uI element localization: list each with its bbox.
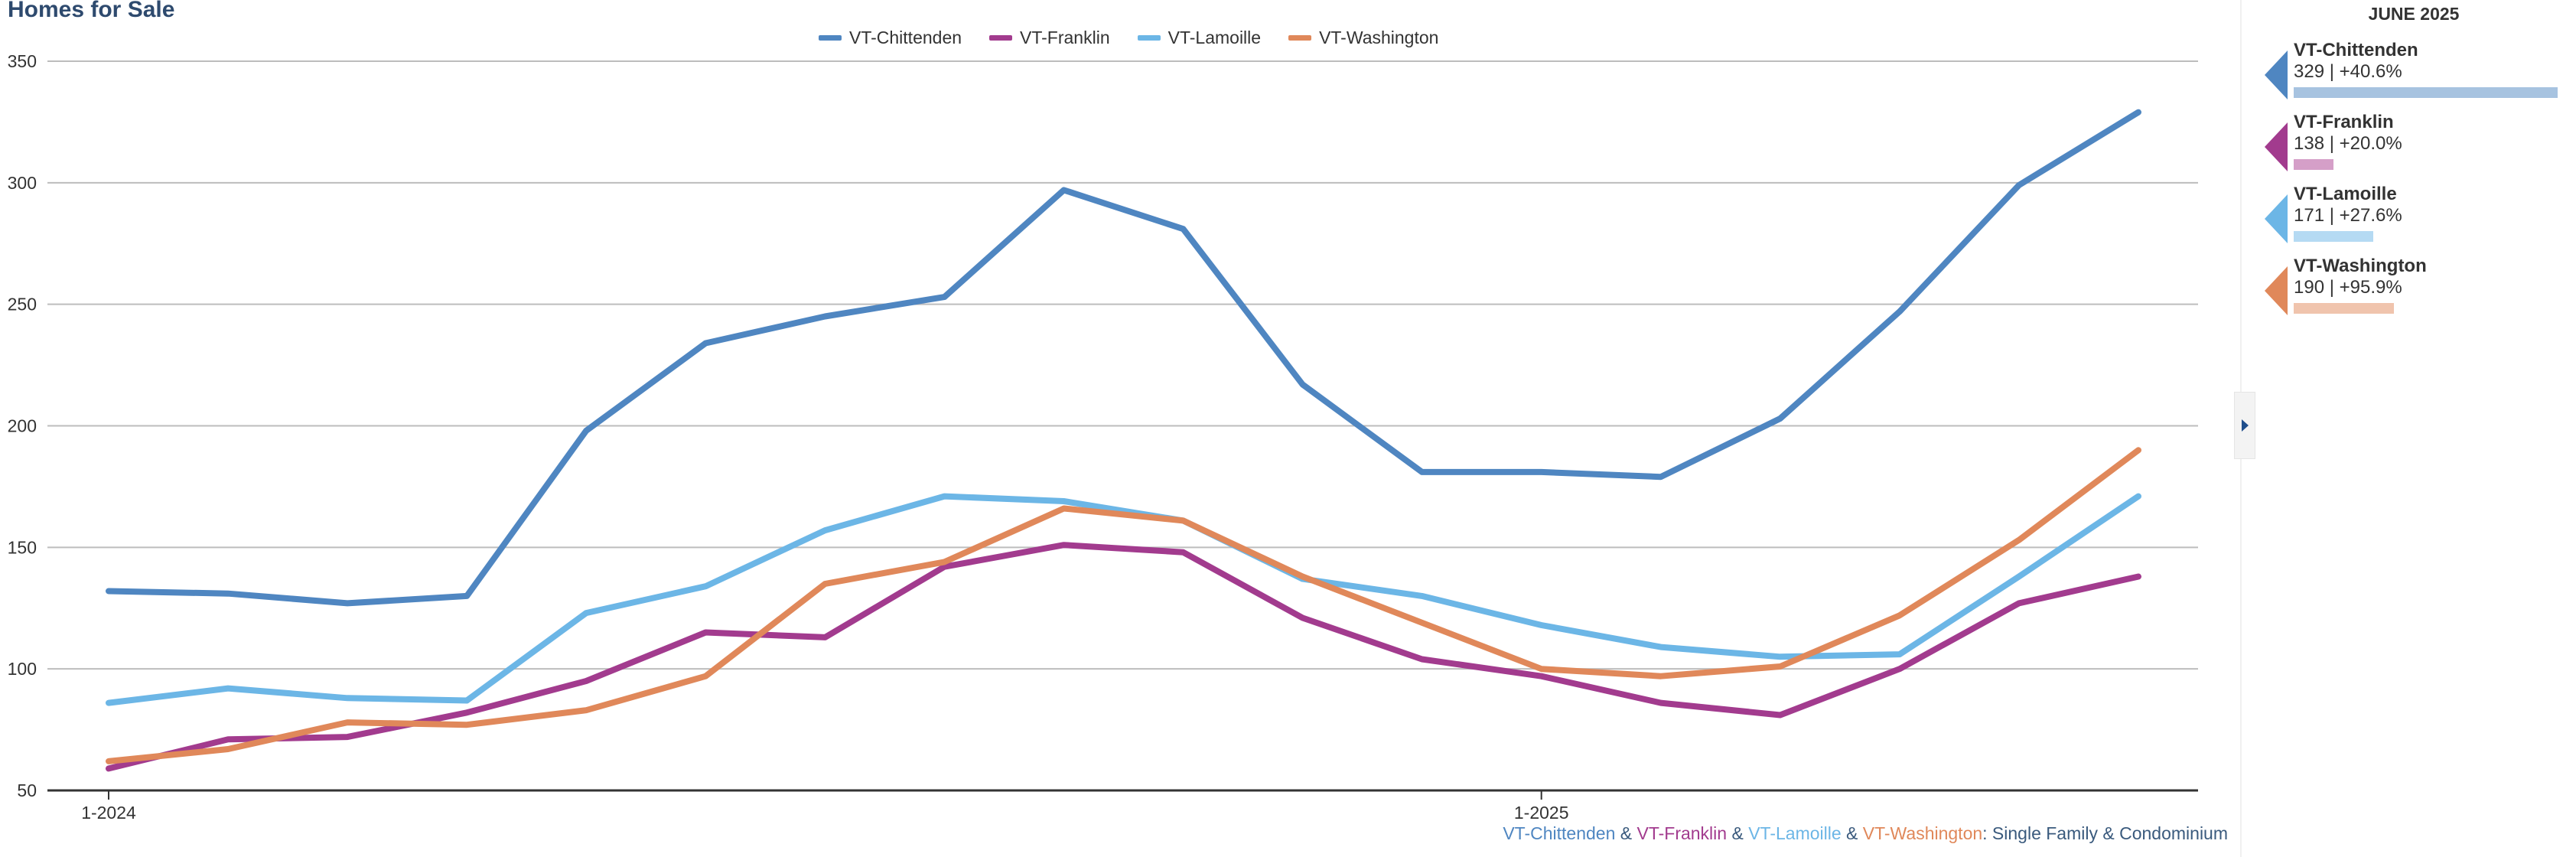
panel-heading: JUNE 2025	[2368, 4, 2460, 24]
caption-part: VT-Franklin	[1636, 823, 1728, 843]
chart-title: Homes for Sale	[8, 0, 175, 22]
y-tick-label: 100	[8, 659, 37, 679]
series-line-vt-franklin	[106, 542, 2141, 772]
region-marker-icon	[2265, 122, 2288, 171]
legend-label: VT-Lamoille	[1168, 28, 1262, 47]
region-marker-icon	[2265, 266, 2288, 315]
region-value: 171 | +27.6%	[2294, 205, 2402, 226]
region-value: 329 | +40.6%	[2294, 61, 2402, 82]
y-tick-label: 150	[8, 537, 37, 557]
region-value: 138 | +20.0%	[2294, 133, 2402, 154]
legend-item[interactable]: VT-Washington	[1288, 28, 1438, 48]
region-name: VT-Franklin	[2294, 112, 2394, 132]
legend-swatch	[819, 35, 842, 41]
legend-swatch	[989, 35, 1013, 41]
legend-swatch	[1137, 35, 1161, 41]
region-marker-icon	[2265, 51, 2288, 99]
region-name: VT-Chittenden	[2294, 40, 2418, 60]
legend-swatch	[1288, 35, 1312, 41]
caption-part: VT-Chittenden	[1503, 823, 1616, 843]
line-chart: 50 100 150 200 250 300 350 1-2024 1-2025	[8, 51, 2198, 823]
caption-part: &	[1615, 823, 1637, 843]
x-tick-label: 1-2024	[81, 803, 136, 823]
caption-part: VT-Lamoille	[1748, 823, 1842, 843]
y-tick-label: 300	[8, 173, 37, 193]
region-bar	[2294, 231, 2373, 242]
y-tick-label: 200	[8, 416, 37, 436]
region-card[interactable]: VT-Franklin 138 | +20.0%	[2265, 112, 2571, 173]
legend-item[interactable]: VT-Chittenden	[819, 28, 962, 48]
legend-label: VT-Franklin	[1020, 28, 1110, 47]
series-line-vt-washington	[106, 447, 2141, 764]
region-bar	[2294, 87, 2558, 98]
region-marker-icon	[2265, 194, 2288, 243]
region-name: VT-Lamoille	[2294, 184, 2397, 204]
caption-part: : Single Family & Condominium	[1982, 823, 2228, 843]
legend-item[interactable]: VT-Lamoille	[1137, 28, 1262, 48]
chevron-right-icon	[2241, 419, 2249, 432]
collapse-panel-button[interactable]	[2234, 392, 2255, 459]
legend-label: VT-Chittenden	[849, 28, 962, 47]
caption-part: &	[1727, 823, 1749, 843]
region-bar	[2294, 303, 2394, 314]
series-line-vt-chittenden	[106, 109, 2141, 607]
legend-item[interactable]: VT-Franklin	[989, 28, 1110, 48]
region-name: VT-Washington	[2294, 256, 2427, 276]
chart-legend: VT-Chittenden VT-Franklin VT-Lamoille VT-Wa…	[819, 28, 1438, 48]
region-card[interactable]: VT-Chittenden 329 | +40.6%	[2265, 40, 2571, 101]
region-value: 190 | +95.9%	[2294, 277, 2402, 298]
region-card[interactable]: VT-Lamoille 171 | +27.6%	[2265, 184, 2571, 245]
chart-caption: VT-Chittenden & VT-Franklin & VT-Lamoill…	[1503, 823, 2228, 844]
region-card[interactable]: VT-Washington 190 | +95.9%	[2265, 256, 2571, 317]
y-tick-label: 350	[8, 51, 37, 71]
caption-part: VT-Washington	[1862, 823, 1983, 843]
region-bar	[2294, 159, 2333, 170]
y-tick-label: 50	[17, 780, 37, 800]
caption-part: &	[1841, 823, 1863, 843]
legend-label: VT-Washington	[1319, 28, 1439, 47]
y-tick-label: 250	[8, 295, 37, 314]
x-tick-label: 1-2025	[1514, 803, 1569, 823]
